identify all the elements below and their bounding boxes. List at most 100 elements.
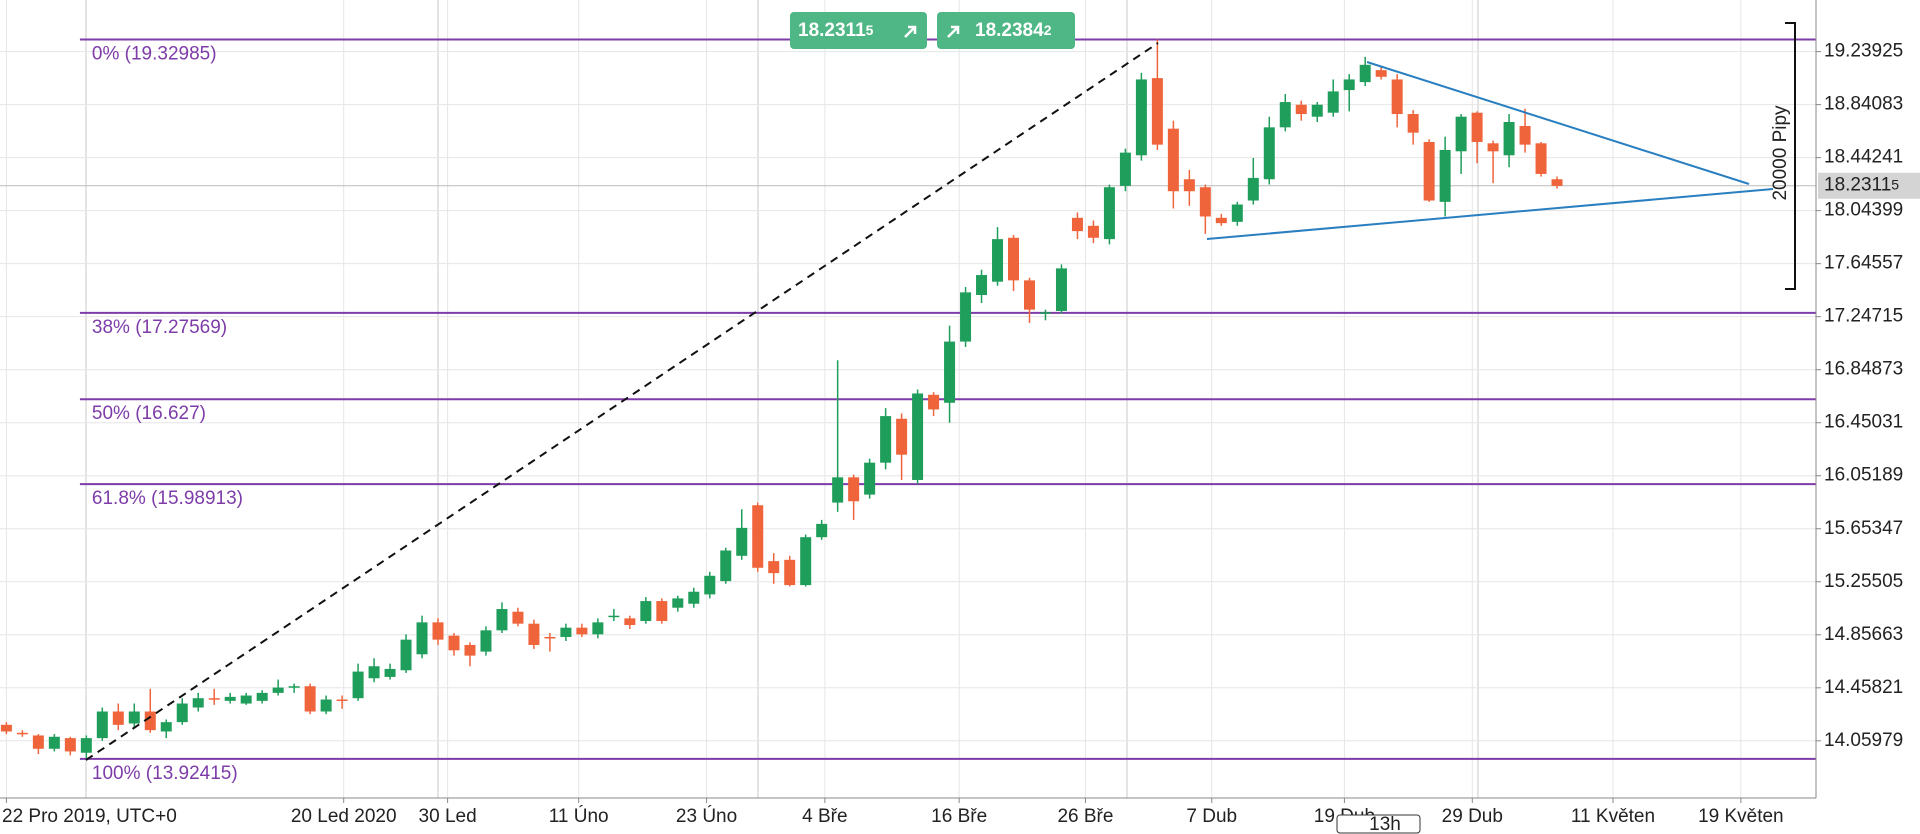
candle-body bbox=[784, 559, 796, 586]
countdown-box: 13h bbox=[1336, 814, 1421, 834]
candle-body bbox=[480, 630, 492, 652]
candle-body bbox=[1423, 141, 1435, 201]
candle-body bbox=[992, 239, 1004, 282]
candle-body bbox=[1439, 149, 1451, 202]
y-tick-label: 18.04399 bbox=[1824, 200, 1903, 221]
y-tick-label: 14.05979 bbox=[1824, 730, 1903, 751]
candle-body bbox=[224, 696, 236, 701]
current-price-label: 18.23115 bbox=[1824, 175, 1899, 196]
candle-body bbox=[1215, 217, 1227, 224]
candle-body bbox=[1471, 112, 1483, 142]
x-tick-label: 23 Úno bbox=[676, 805, 737, 827]
y-tick-label: 19.23925 bbox=[1824, 41, 1903, 62]
candle-body bbox=[816, 523, 828, 538]
candle-body bbox=[912, 393, 924, 480]
candle-body bbox=[176, 703, 188, 723]
y-tick-label: 15.65347 bbox=[1824, 518, 1903, 539]
candle-body bbox=[144, 711, 156, 731]
candle-body bbox=[416, 622, 428, 655]
triangle-lower bbox=[1206, 188, 1774, 240]
candle-body bbox=[1023, 280, 1035, 310]
candle-body bbox=[1087, 225, 1099, 238]
sell-button[interactable] bbox=[790, 12, 927, 49]
candle-body bbox=[1535, 143, 1547, 174]
candle-body bbox=[272, 687, 284, 693]
measure-bracket bbox=[1785, 22, 1796, 290]
candle-body bbox=[1167, 128, 1179, 192]
x-tick-label: 11 Úno bbox=[549, 805, 609, 827]
candle-body bbox=[128, 711, 140, 724]
trend-line bbox=[85, 42, 1159, 761]
x-tick-label: 30 Led bbox=[419, 806, 477, 827]
candle-body bbox=[496, 609, 508, 631]
triangle-upper bbox=[1366, 61, 1750, 185]
fib-label: 50% (16.627) bbox=[92, 403, 206, 424]
candle-body bbox=[1519, 126, 1531, 145]
y-tick-label: 17.24715 bbox=[1824, 306, 1903, 327]
candle-body bbox=[800, 537, 812, 586]
candle-body bbox=[848, 477, 860, 502]
candle-body bbox=[1263, 127, 1275, 180]
candle-body bbox=[256, 692, 268, 701]
candle-body bbox=[352, 671, 364, 699]
candle-body bbox=[736, 527, 748, 556]
candle-body bbox=[976, 275, 988, 296]
candle-body bbox=[96, 711, 108, 739]
x-tick-label: 20 Led 2020 bbox=[291, 806, 397, 827]
y-tick-label: 18.44241 bbox=[1824, 147, 1903, 168]
candle-body bbox=[80, 738, 92, 753]
buy-badge[interactable]: 18.23842 bbox=[937, 12, 1075, 49]
x-tick-label: 26 Bře bbox=[1057, 806, 1113, 827]
candle-body bbox=[560, 627, 572, 637]
candle-body bbox=[320, 699, 332, 712]
candle-body bbox=[192, 698, 204, 708]
candle-body bbox=[368, 666, 380, 679]
y-tick-label: 16.45031 bbox=[1824, 412, 1903, 433]
candle-body bbox=[464, 644, 476, 656]
countdown: 13h bbox=[1369, 814, 1401, 834]
buy-button[interactable] bbox=[937, 12, 1075, 49]
candle-body bbox=[1407, 114, 1419, 133]
sell-badge[interactable]: 18.23115 bbox=[790, 12, 927, 49]
y-tick-label: 16.84873 bbox=[1824, 359, 1903, 380]
candle-body bbox=[672, 598, 684, 608]
candle-body bbox=[336, 699, 348, 702]
x-tick-label: 4 Bře bbox=[802, 806, 847, 827]
candle-body bbox=[1008, 237, 1020, 281]
y-tick-label: 15.25505 bbox=[1824, 571, 1903, 592]
arrow-icon bbox=[947, 25, 960, 38]
measure-label: 20000 Pipy bbox=[1770, 105, 1791, 201]
candle-body bbox=[112, 711, 124, 725]
candle-body bbox=[1551, 179, 1563, 186]
x-tick-label: 16 Bře bbox=[931, 806, 987, 827]
x-tick-label: 29 Dub bbox=[1442, 806, 1503, 827]
buy-price: 18.23842 bbox=[975, 20, 1052, 41]
current-price-tag bbox=[1818, 172, 1920, 199]
candle-body bbox=[304, 686, 316, 712]
candle-body bbox=[1103, 187, 1115, 240]
candle-body bbox=[640, 601, 652, 622]
fib-label: 0% (19.32985) bbox=[92, 44, 217, 65]
fib-label: 61.8% (15.98913) bbox=[92, 488, 243, 509]
candle-body bbox=[160, 722, 172, 732]
candle-body bbox=[1455, 116, 1467, 152]
candle-body bbox=[1039, 312, 1051, 314]
candle-body bbox=[768, 561, 780, 574]
candle-body bbox=[1311, 104, 1323, 117]
x-tick-label: 22 Pro 2019, UTC+0 bbox=[2, 806, 177, 827]
candle-body bbox=[720, 550, 732, 582]
candle-body bbox=[1279, 102, 1291, 128]
candle-body bbox=[432, 622, 444, 640]
sell-price: 18.23115 bbox=[798, 20, 874, 41]
candle-body bbox=[1119, 152, 1131, 186]
candle-body bbox=[1295, 104, 1307, 115]
countdown-frame bbox=[1336, 814, 1421, 834]
candle-body bbox=[928, 394, 940, 410]
y-tick-label: 18.84083 bbox=[1824, 94, 1903, 115]
candle-body bbox=[944, 341, 956, 403]
candle-body bbox=[1359, 64, 1371, 83]
candle-body bbox=[528, 623, 540, 645]
candle-body bbox=[880, 416, 892, 463]
candle-body bbox=[704, 575, 716, 595]
